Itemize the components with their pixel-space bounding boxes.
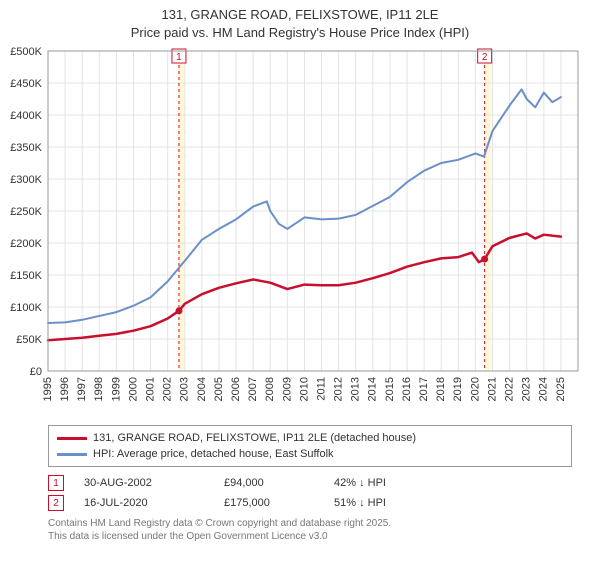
x-tick-label: 2005	[213, 377, 225, 401]
x-tick-label: 2018	[435, 377, 447, 401]
legend-label: 131, GRANGE ROAD, FELIXSTOWE, IP11 2LE (…	[93, 432, 416, 444]
marker-dot	[175, 307, 182, 314]
y-tick-label: £350K	[10, 142, 42, 154]
y-tick-label: £250K	[10, 206, 42, 218]
x-tick-label: 2002	[162, 377, 174, 401]
x-tick-label: 2013	[350, 377, 362, 401]
y-tick-label: £100K	[10, 302, 42, 314]
sale-price: £175,000	[224, 497, 314, 509]
chart: £0 £50K £100K £150K £200K £250K £300K £350K £400…	[0, 41, 600, 417]
legend-swatch	[57, 453, 87, 456]
sale-date: 16-JUL-2020	[84, 497, 204, 509]
sale-delta: 51% ↓ HPI	[334, 497, 434, 509]
x-tick-label: 2003	[179, 377, 191, 401]
y-tick-label: £300K	[10, 174, 42, 186]
credit-line-1: Contains HM Land Registry data © Crown c…	[48, 517, 572, 530]
legend-row: HPI: Average price, detached house, East…	[57, 446, 563, 462]
y-tick-label: £200K	[10, 238, 42, 250]
sale-row: 2 16-JUL-2020 £175,000 51% ↓ HPI	[48, 493, 572, 513]
legend-label: HPI: Average price, detached house, East…	[93, 448, 334, 460]
chart-svg: £0 £50K £100K £150K £200K £250K £300K £350K £400…	[0, 41, 600, 417]
marker-badge-number: 1	[176, 52, 182, 63]
x-tick-label: 2006	[230, 377, 242, 401]
sale-row: 1 30-AUG-2002 £94,000 42% ↓ HPI	[48, 473, 572, 493]
x-tick-label: 2022	[504, 377, 516, 401]
x-tick-label: 2012	[333, 377, 345, 401]
x-tick-label: 1996	[59, 377, 71, 401]
x-tick-label: 2000	[127, 377, 139, 401]
legend-swatch	[57, 437, 87, 440]
x-tick-label: 2017	[418, 377, 430, 401]
x-tick-label: 2023	[521, 377, 533, 401]
x-tick-label: 2021	[486, 377, 498, 401]
x-tick-label: 2001	[144, 377, 156, 401]
sale-price: £94,000	[224, 477, 314, 489]
x-tick-label: 2025	[555, 377, 567, 401]
x-tick-label: 2020	[469, 377, 481, 401]
y-tick-label: £500K	[10, 46, 42, 58]
x-tick-label: 1997	[76, 377, 88, 401]
sales-list: 1 30-AUG-2002 £94,000 42% ↓ HPI 2 16-JUL-2020…	[48, 473, 572, 513]
y-tick-label: £50K	[16, 334, 42, 346]
credits: Contains HM Land Registry data © Crown c…	[48, 517, 572, 543]
y-tick-label: £450K	[10, 78, 42, 90]
x-tick-label: 2015	[384, 377, 396, 401]
x-tick-label: 1995	[42, 377, 54, 401]
x-tick-label: 2014	[367, 377, 379, 401]
marker-badge-number: 2	[482, 52, 488, 63]
x-tick-label: 2004	[196, 377, 208, 401]
y-tick-label: £0	[30, 366, 42, 378]
x-tick-label: 1999	[110, 377, 122, 401]
x-tick-label: 2007	[247, 377, 259, 401]
x-tick-label: 2008	[264, 377, 276, 401]
y-tick-label: £150K	[10, 270, 42, 282]
title-line-2: Price paid vs. HM Land Registry's House …	[0, 24, 600, 42]
sale-badge: 1	[48, 475, 64, 491]
y-tick-label: £400K	[10, 110, 42, 122]
legend: 131, GRANGE ROAD, FELIXSTOWE, IP11 2LE (…	[48, 425, 572, 467]
x-tick-label: 2011	[315, 377, 327, 401]
title-line-1: 131, GRANGE ROAD, FELIXSTOWE, IP11 2LE	[0, 6, 600, 24]
x-tick-label: 2019	[452, 377, 464, 401]
x-tick-label: 2016	[401, 377, 413, 401]
x-tick-label: 2010	[298, 377, 310, 401]
legend-row: 131, GRANGE ROAD, FELIXSTOWE, IP11 2LE (…	[57, 430, 563, 446]
sale-delta: 42% ↓ HPI	[334, 477, 434, 489]
x-tick-label: 1998	[93, 377, 105, 401]
marker-dot	[481, 256, 488, 263]
title-block: 131, GRANGE ROAD, FELIXSTOWE, IP11 2LE P…	[0, 6, 600, 41]
sale-badge: 2	[48, 495, 64, 511]
x-tick-label: 2009	[281, 377, 293, 401]
x-tick-label: 2024	[538, 377, 550, 401]
sale-date: 30-AUG-2002	[84, 477, 204, 489]
credit-line-2: This data is licensed under the Open Gov…	[48, 530, 572, 543]
